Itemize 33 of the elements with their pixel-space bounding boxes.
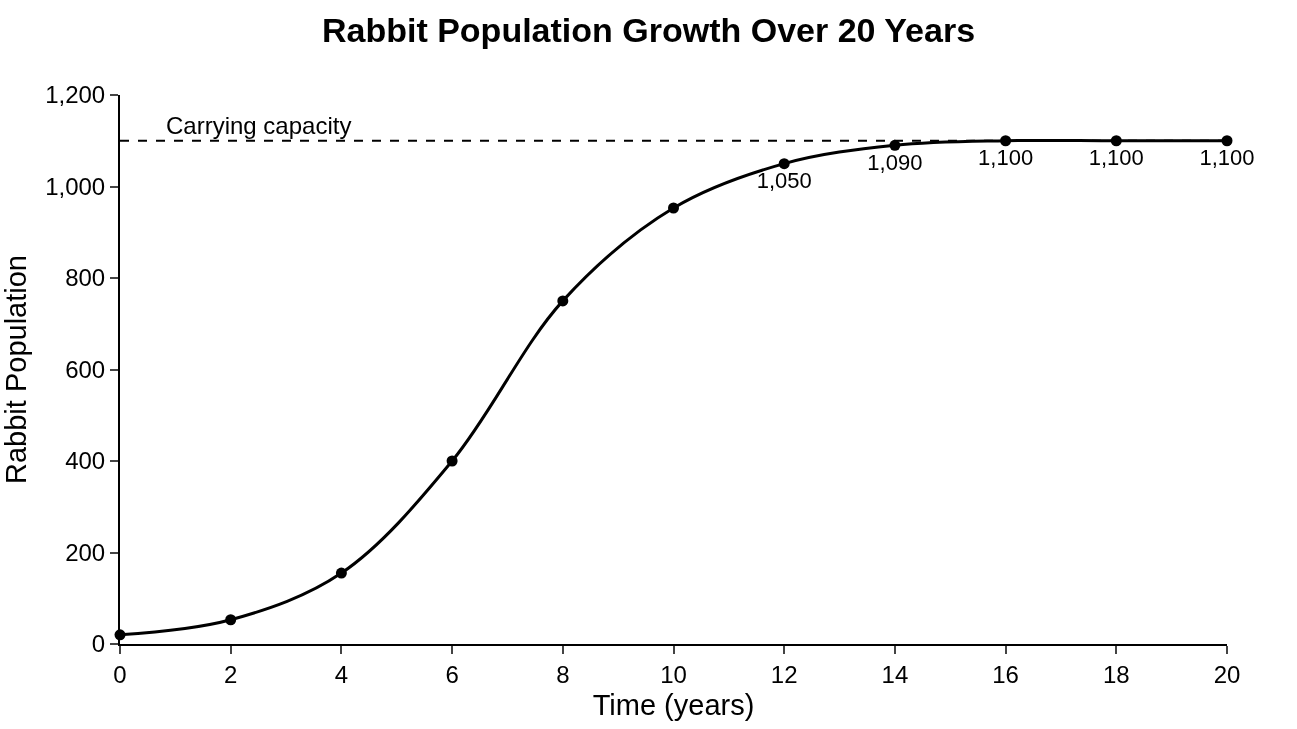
data-label: 1,050: [756, 168, 812, 194]
x-tick-label: 4: [334, 660, 349, 688]
chart-title: Rabbit Population Growth Over 20 Years: [321, 11, 976, 50]
y-tick-label: 400: [65, 447, 106, 475]
point: [446, 455, 458, 467]
y-tick-label: 200: [65, 538, 106, 566]
x-tick-label: 6: [445, 660, 459, 688]
point: [557, 295, 569, 307]
x-tick-label: 16: [992, 660, 1019, 688]
data-label: 1,100: [978, 145, 1034, 171]
y-tick-label: 1,000: [45, 172, 106, 200]
point: [225, 614, 237, 626]
y-tick-label: 1,200: [45, 81, 106, 109]
x-tick-label: 20: [1213, 660, 1241, 688]
point: [778, 158, 790, 170]
y-tick-label: 800: [65, 264, 106, 292]
x-axis-title: Time (years): [592, 689, 755, 722]
y-axis-title: Rabbit Population: [0, 255, 32, 484]
y-tick-label: 600: [65, 355, 106, 383]
x-tick-label: 8: [556, 660, 570, 688]
data-label: 1,090: [867, 149, 923, 175]
x-tick-label: 12: [770, 660, 798, 688]
point: [335, 567, 347, 579]
x-tick-label: 18: [1102, 660, 1130, 688]
point: [668, 202, 679, 214]
x-tick-label: 10: [660, 660, 687, 688]
y-tick-label: 0: [91, 630, 106, 658]
x-tick-label: 0: [113, 660, 127, 688]
x-tick-label: 14: [881, 660, 909, 688]
x-tick-label: 2: [224, 660, 238, 688]
ref-line-label: Carrying capacity: [166, 112, 352, 139]
data-label: 1,100: [1199, 145, 1255, 171]
data-label: 1,100: [1088, 145, 1144, 171]
